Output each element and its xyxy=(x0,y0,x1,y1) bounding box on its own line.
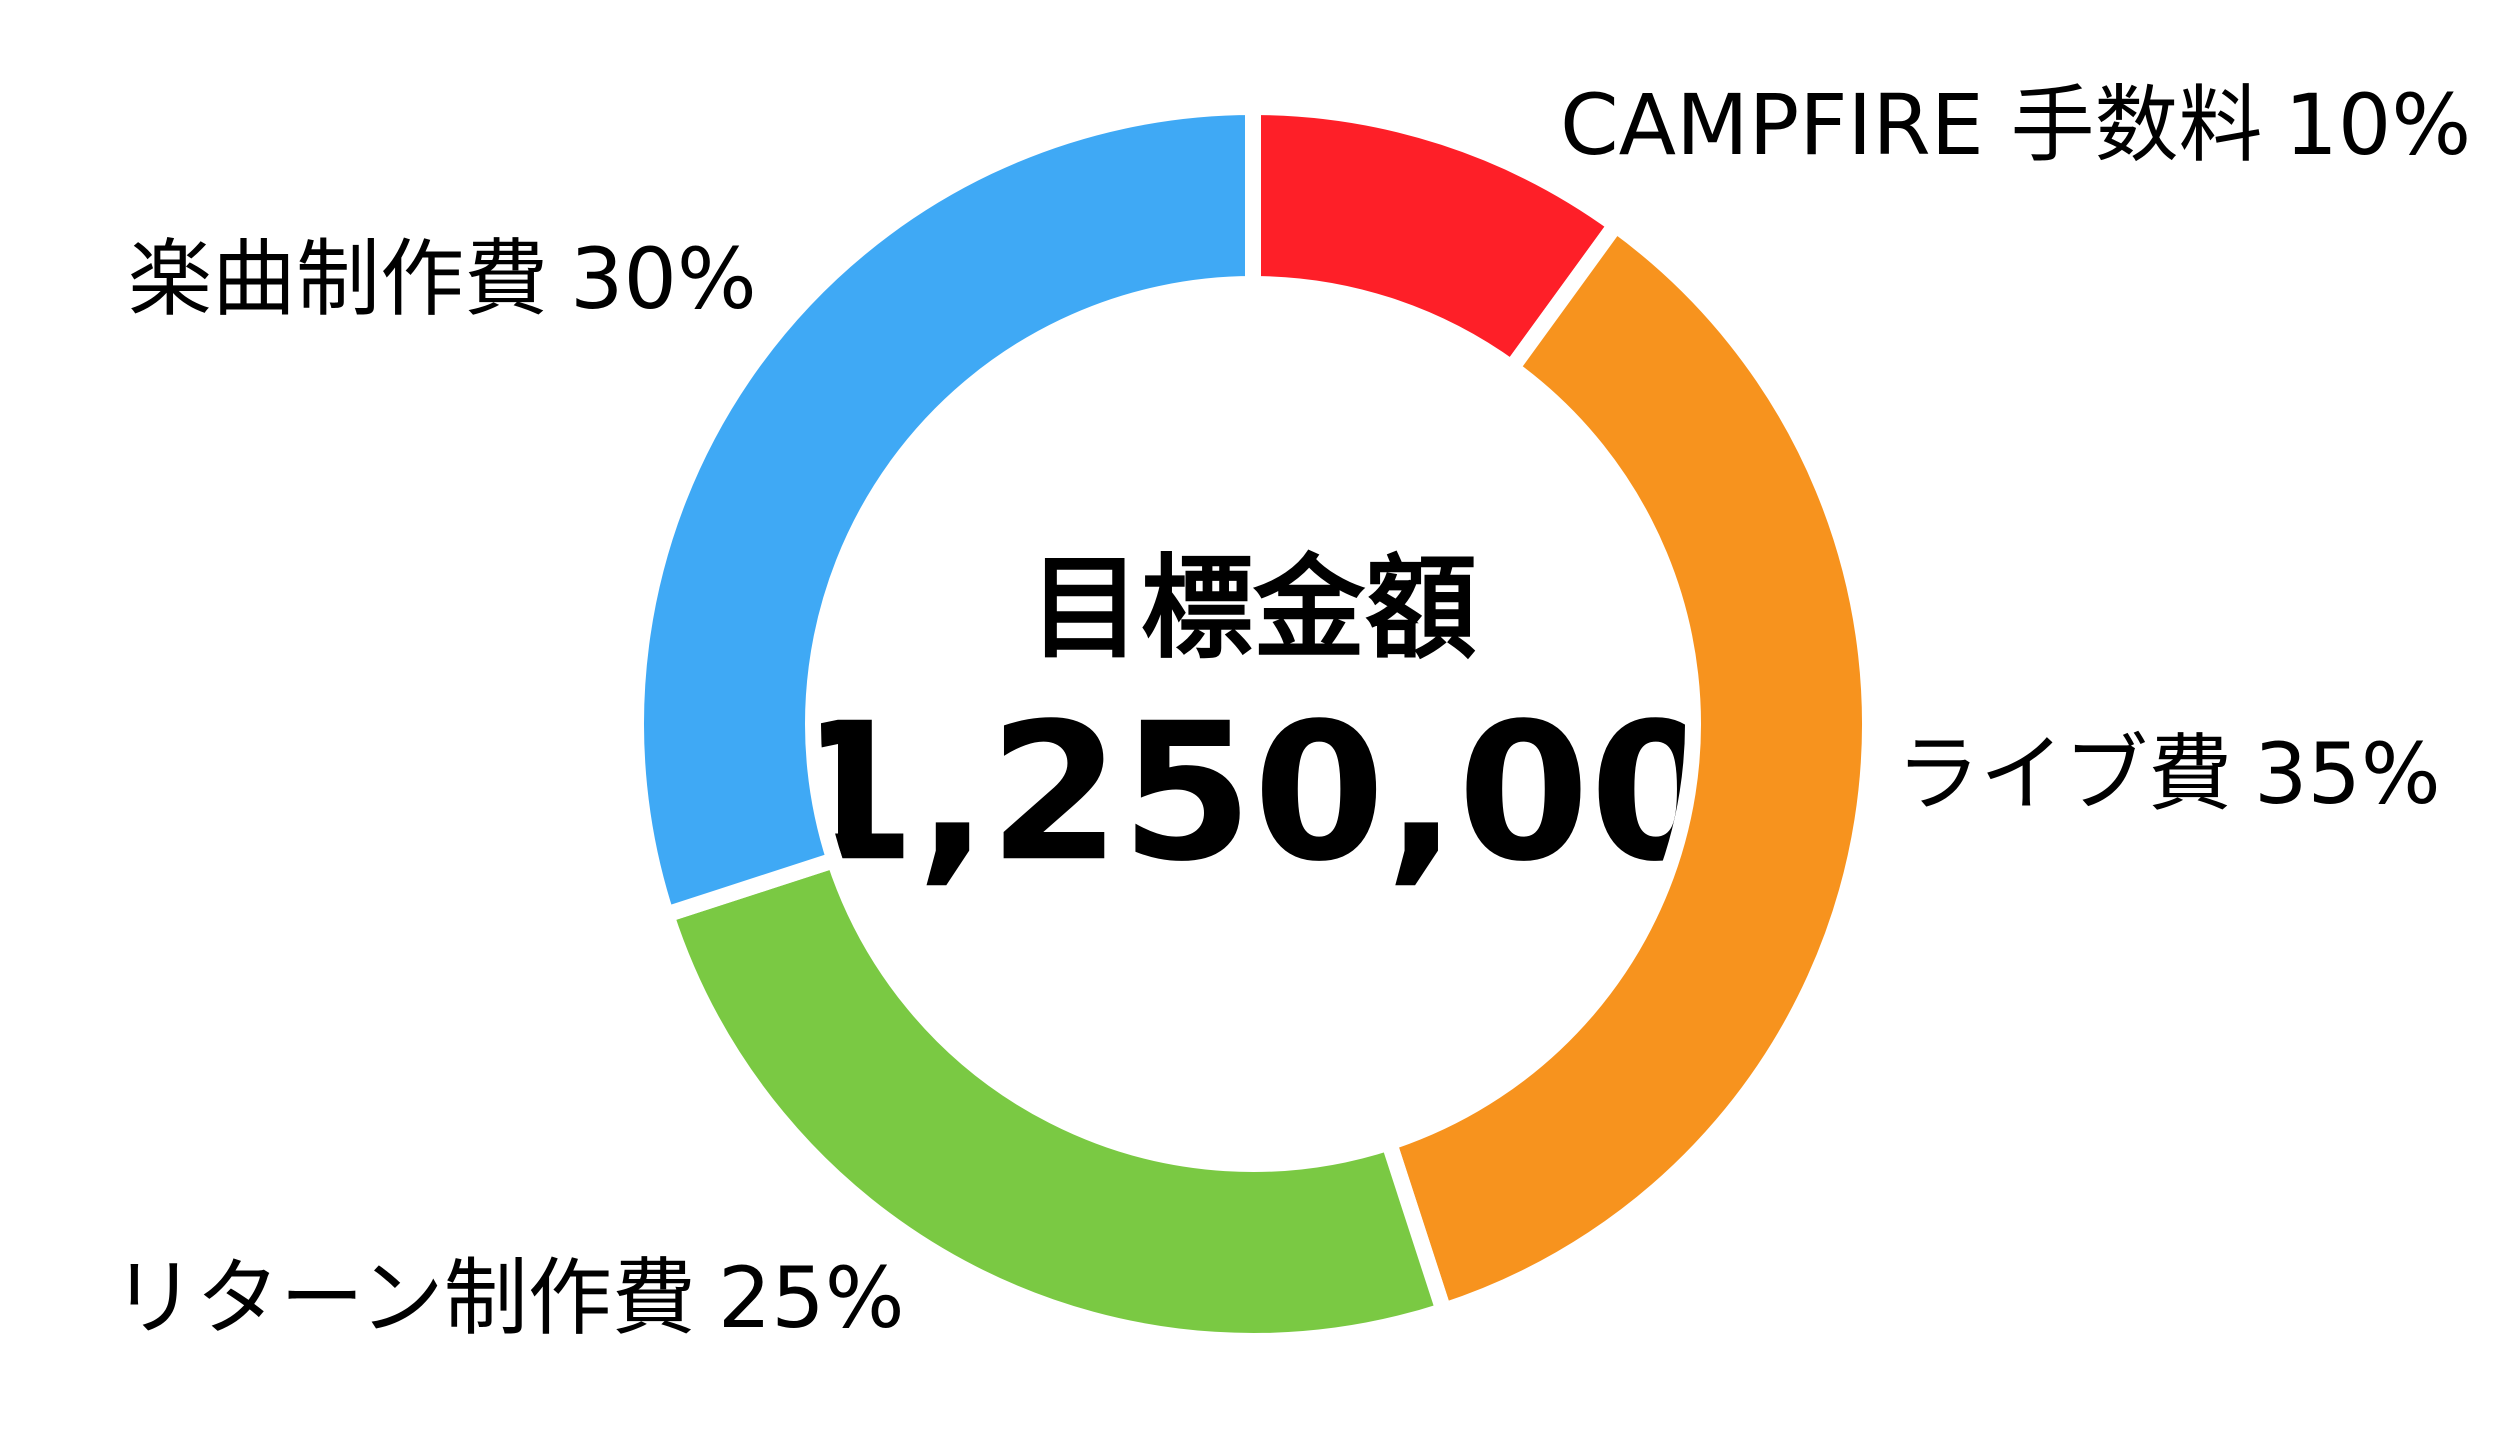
segment-label: ライブ費 35% xyxy=(1896,725,2441,823)
segment-label: CAMPFIRE 手数料 10% xyxy=(1560,76,2471,174)
segment-value: 25% xyxy=(718,1249,905,1347)
donut-segment xyxy=(1378,213,1878,1321)
segment-value: 35% xyxy=(2254,725,2441,823)
center-value: ¥1,250,000 xyxy=(652,682,1854,903)
segment-name: リターン制作費 xyxy=(112,1249,696,1347)
segment-value: 30% xyxy=(570,230,757,328)
segment-label: 楽曲制作費 30% xyxy=(128,230,757,328)
donut-segment xyxy=(656,849,1454,1349)
center-title: 目標金額 xyxy=(1029,544,1477,674)
segment-label: リターン制作費 25% xyxy=(112,1249,905,1347)
segment-name: 楽曲制作費 xyxy=(128,230,548,328)
donut-segment xyxy=(628,98,1261,925)
segment-name: ライブ費 xyxy=(1896,725,2232,823)
segment-name: CAMPFIRE 手数料 xyxy=(1560,76,2262,174)
segment-value: 10% xyxy=(2284,76,2471,174)
